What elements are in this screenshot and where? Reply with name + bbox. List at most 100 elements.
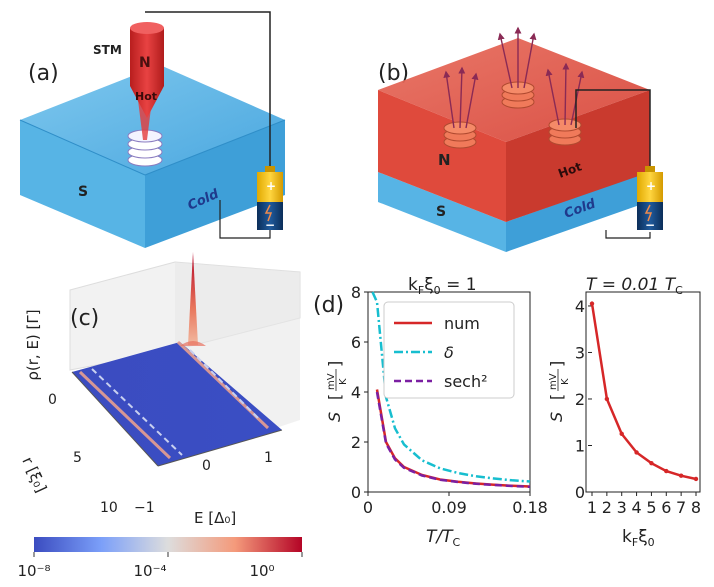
right-chart-data-point	[664, 468, 669, 474]
svg-text:S: S	[547, 412, 566, 422]
panel-d-label: (d)	[313, 293, 344, 318]
lightning-icon	[264, 204, 273, 222]
superconductor-slab-top	[20, 65, 285, 175]
tip-n-label: N	[139, 55, 151, 71]
panel-c-label: (c)	[70, 306, 99, 331]
right-chart-xtick-label: 2	[602, 498, 612, 517]
panel-b: (b) N Hot S Cold	[378, 26, 663, 252]
left-chart-xtick-label: 0.09	[431, 498, 467, 517]
left-chart-xtick-label: 0	[363, 498, 373, 517]
colorbar	[34, 537, 302, 552]
yaxis-tick-5: 5	[73, 450, 82, 466]
right-chart-xtick-label: 1	[587, 498, 597, 517]
battery-b: + −	[637, 166, 663, 232]
right-chart-series-line-line	[590, 303, 697, 481]
legend-label-delta: δ	[444, 343, 454, 362]
normal-layer-side	[506, 90, 650, 222]
stm-label: STM	[93, 43, 122, 57]
circuit-wire-b	[575, 89, 651, 170]
svg-text:S: S	[325, 412, 344, 422]
svg-text:]: ]	[325, 361, 344, 367]
left-chart-ytick-label: 4	[351, 383, 361, 402]
left-chart-ytick-label: 6	[351, 333, 361, 352]
chart-left-xlabel: T/TC	[426, 527, 461, 549]
chart-right-xlabel: kFξ0	[622, 527, 655, 549]
zero-energy-peak	[188, 252, 198, 345]
svg-text:mV: mV	[548, 373, 559, 390]
xaxis-tick-neg1: −1	[134, 500, 155, 516]
layer-s-label: S	[436, 204, 446, 220]
colorbar-tick-1e0: 10⁰	[249, 562, 274, 580]
legend-label-sech2: sech²	[444, 372, 488, 391]
chart-right-title: T = 0.01 TC	[586, 275, 683, 297]
chart-left-ylabel: S [ mV K ]	[325, 361, 349, 422]
left-chart-ytick-label: 0	[351, 483, 361, 502]
battery-plus-label: +	[266, 179, 276, 193]
right-chart-data-point	[619, 431, 624, 437]
chart-right-ylabel: S [ mV K ]	[547, 361, 571, 422]
left-chart-series-sech-line	[375, 391, 531, 489]
right-chart-xtick-label: 5	[646, 498, 656, 517]
left-chart-ytick-label: 2	[351, 433, 361, 452]
svg-text:K: K	[560, 378, 571, 385]
right-chart-xtick-label: 3	[617, 498, 627, 517]
yaxis-tick-10: 10	[100, 500, 118, 516]
chart-legend: num δ sech²	[383, 301, 515, 399]
right-chart-ytick-label: 4	[575, 297, 585, 316]
zaxis-label: ρ(r, E) [Γ]	[24, 309, 42, 380]
xaxis-label: E [Δ₀]	[194, 509, 236, 527]
right-chart-data-point	[693, 476, 699, 482]
slab-s-label: S	[78, 184, 88, 200]
right-chart-ytick-label: 1	[575, 436, 585, 455]
svg-text:]: ]	[547, 361, 566, 367]
right-chart-xtick-label: 7	[676, 498, 686, 517]
right-chart-data-point	[589, 301, 595, 306]
layer-n-label: N	[438, 151, 451, 169]
panel-d-left: (d) kFξ0 = 1 0 2 4 6 8 0 0.09 0.18 S [ mV K ] T…	[313, 275, 548, 549]
left-chart-xtick-label: 0.18	[512, 498, 548, 517]
right-chart-ytick-label: 3	[575, 343, 585, 362]
right-chart-data-point	[649, 460, 654, 466]
battery-plus-label: +	[646, 179, 656, 193]
battery-minus-label: −	[645, 218, 655, 232]
chart-right-frame	[585, 291, 701, 493]
right-chart-xtick-label: 6	[661, 498, 671, 517]
svg-text:mV: mV	[326, 373, 337, 390]
legend-label-num: num	[444, 314, 480, 333]
left-chart-ytick-label: 8	[351, 283, 361, 302]
colorbar-tick-1e-8: 10⁻⁸	[17, 562, 50, 580]
xaxis-tick-1: 1	[264, 450, 273, 466]
svg-text:[: [	[547, 394, 566, 400]
dos-heatmap-floor	[72, 342, 282, 466]
svg-text:[: [	[325, 394, 344, 400]
right-chart-data-point	[604, 396, 610, 402]
right-chart-xtick-label: 8	[691, 498, 701, 517]
superconductor-slab-front	[20, 120, 145, 248]
lightning-icon	[644, 204, 653, 222]
legend-box	[383, 301, 515, 399]
battery-minus-label: −	[265, 218, 275, 232]
panel-c: (c) ρ(r, E) [Γ] 0 r [ξ₀] 5 10 −1 0 1 E […	[17, 252, 303, 580]
right-chart-ytick-label: 2	[575, 390, 585, 409]
colorbar-tick-1e-4: 10⁻⁴	[133, 562, 166, 580]
battery-a: + −	[257, 166, 283, 232]
yaxis-label: r [ξ₀]	[18, 454, 50, 495]
zaxis-tick-0: 0	[48, 392, 57, 408]
superconductor-slab-side	[145, 120, 285, 248]
normal-layer-front	[378, 90, 506, 222]
right-chart-ytick-label: 0	[575, 483, 585, 502]
xaxis-tick-0: 0	[202, 458, 211, 474]
chart-left-title: kFξ0 = 1	[408, 275, 477, 297]
panel-a-label: (a)	[28, 61, 59, 86]
panel-a: (a) S Cold STM N Hot	[19, 11, 286, 248]
right-chart-xtick-label: 4	[631, 498, 641, 517]
circuit-wire	[145, 11, 271, 170]
right-chart-data-point	[678, 473, 684, 478]
stm-tip	[130, 22, 164, 118]
vortex-stacks	[443, 81, 582, 149]
right-chart-data-point	[634, 450, 639, 455]
svg-text:K: K	[338, 378, 349, 385]
tip-hot-label: Hot	[135, 90, 157, 103]
